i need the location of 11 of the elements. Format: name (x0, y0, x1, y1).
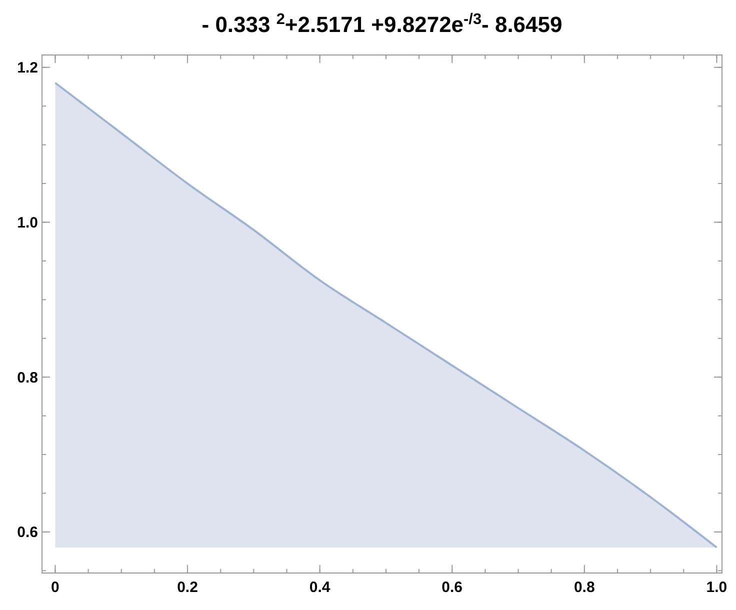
y-tick-label: 0.6 (17, 524, 38, 542)
y-tick-label: 0.8 (17, 369, 38, 386)
y-tick-label: 1.0 (17, 214, 38, 232)
x-tick-label: 0 (51, 579, 60, 596)
y-tick-label: 1.2 (17, 60, 38, 77)
x-tick-label: 0.6 (442, 579, 463, 596)
x-tick-label: 0.4 (309, 579, 331, 596)
x-tick-label: 0.8 (574, 579, 595, 596)
chart-title: - 0.333 $^{2}$+2.5171 +9.8272e$^{-/3}$- 8.6459 (202, 10, 562, 37)
x-tick-label: 0.2 (177, 579, 198, 596)
x-tick-label: 1.0 (706, 579, 728, 596)
